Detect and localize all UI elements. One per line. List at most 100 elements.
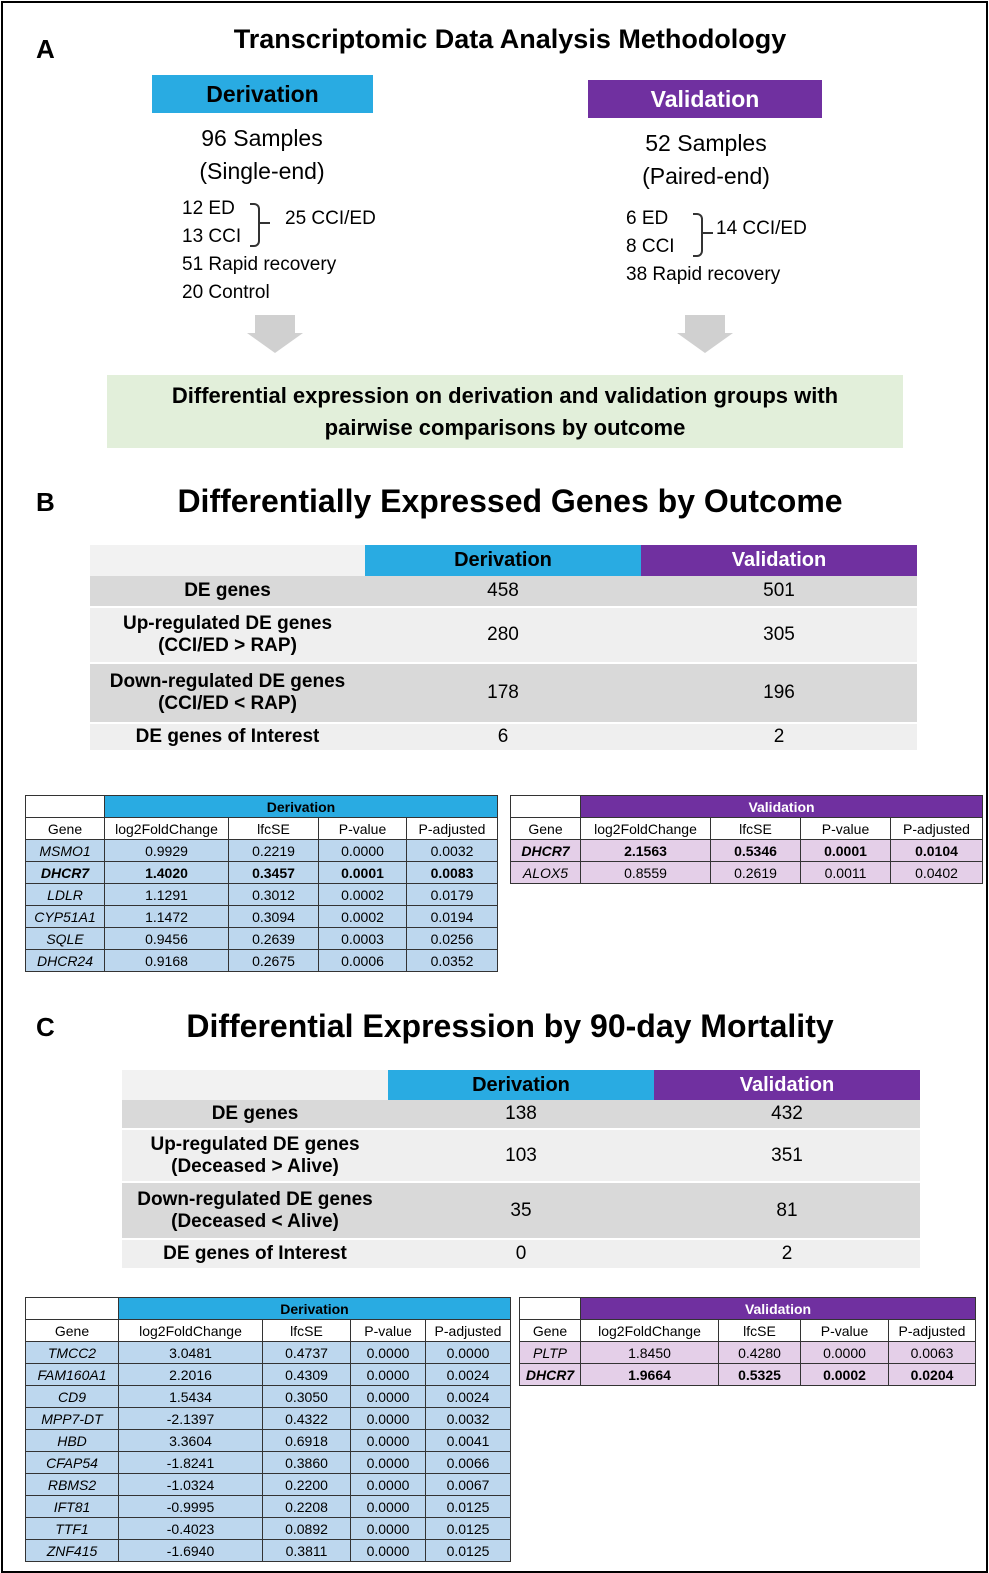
summary-box: Differential expression on derivation an… bbox=[107, 375, 903, 448]
sample-count: 52 Samples bbox=[645, 130, 767, 156]
column-header: lfcSE bbox=[719, 1320, 801, 1342]
cell-value: 0.8559 bbox=[581, 862, 711, 884]
group-count: 51 Rapid recovery bbox=[182, 254, 337, 275]
cell-value: 0.0194 bbox=[407, 906, 498, 928]
cell-value: 0.2219 bbox=[229, 840, 319, 862]
cell-value: 0.0204 bbox=[889, 1364, 976, 1386]
cell-value: 1.4020 bbox=[105, 862, 229, 884]
header-cell bbox=[90, 545, 365, 576]
title: Transcriptomic Data Analysis Methodology bbox=[233, 24, 787, 54]
cell-value: 0.0000 bbox=[351, 1518, 426, 1540]
group-header: Derivation bbox=[105, 796, 498, 818]
sample-type: (Paired-end) bbox=[642, 163, 770, 189]
gene-name: TMCC2 bbox=[26, 1342, 119, 1364]
panel-label: B bbox=[36, 487, 55, 517]
group-count: 8 CCI bbox=[626, 236, 675, 257]
sample-count: 96 Samples bbox=[201, 125, 323, 151]
cell-value: 103 bbox=[388, 1130, 654, 1183]
cell-value: 0.0002 bbox=[801, 1364, 889, 1386]
arrow-head bbox=[677, 333, 733, 353]
cell-value: 0.0003 bbox=[319, 928, 407, 950]
row-label-line: DE genes of Interest bbox=[163, 1243, 347, 1264]
cell-value: 0.0001 bbox=[801, 840, 891, 862]
cell-value: 178 bbox=[365, 664, 641, 724]
cell-value: -0.4023 bbox=[119, 1518, 263, 1540]
group-header: Validation bbox=[588, 80, 822, 118]
row-label-line: DE genes of Interest bbox=[135, 726, 320, 747]
cell-value: 2 bbox=[641, 724, 917, 752]
column-header: Gene bbox=[26, 1320, 119, 1342]
cell-value: 0.3050 bbox=[263, 1386, 351, 1408]
gene-name: ZNF415 bbox=[26, 1540, 119, 1562]
cell-value: 0.0032 bbox=[407, 840, 498, 862]
blank-cell bbox=[520, 1298, 581, 1320]
gene-name: DHCR7 bbox=[26, 862, 105, 884]
gene-table: Derivation Gene log2FoldChange lfcSE P-value… bbox=[25, 795, 498, 972]
gene-name: PLTP bbox=[520, 1342, 581, 1364]
row-label: Up-regulated DE genes (CCI/ED > RAP) bbox=[90, 608, 365, 664]
row-label-line: Down-regulated DE genes bbox=[109, 671, 346, 692]
group-header: Derivation bbox=[119, 1298, 511, 1320]
gene-name: RBMS2 bbox=[26, 1474, 119, 1496]
cell-value: 0.2639 bbox=[229, 928, 319, 950]
cell-value: 1.1291 bbox=[105, 884, 229, 906]
gene-name: CYP51A1 bbox=[26, 906, 105, 928]
column-header: log2FoldChange bbox=[119, 1320, 263, 1342]
cell-value: 458 bbox=[365, 576, 641, 608]
row-label: DE genes bbox=[90, 576, 365, 608]
cell-value: 305 bbox=[641, 608, 917, 664]
arrow bbox=[255, 315, 295, 333]
gene-name: ALOX5 bbox=[511, 862, 581, 884]
cell-value: 0.2619 bbox=[711, 862, 801, 884]
title: Differentially Expressed Genes by Outcom… bbox=[177, 483, 843, 519]
gene-name: HBD bbox=[26, 1430, 119, 1452]
gene-name: DHCR7 bbox=[520, 1364, 581, 1386]
cell-value: 0.0083 bbox=[407, 862, 498, 884]
cell-value: 0.5325 bbox=[719, 1364, 801, 1386]
cell-value: 280 bbox=[365, 608, 641, 664]
arrow bbox=[685, 315, 725, 333]
cell-value: 0.0000 bbox=[351, 1342, 426, 1364]
cell-value: 0.9168 bbox=[105, 950, 229, 972]
cell-value: 0.0256 bbox=[407, 928, 498, 950]
row-label-line: (CCI/ED < RAP) bbox=[158, 693, 297, 714]
cell-value: 196 bbox=[641, 664, 917, 724]
cell-value: 0.0000 bbox=[351, 1408, 426, 1430]
column-header: P-adjusted bbox=[889, 1320, 976, 1342]
sample-type: (Single-end) bbox=[199, 158, 325, 184]
cell-value: 0.0000 bbox=[351, 1386, 426, 1408]
cell-value: 0.3012 bbox=[229, 884, 319, 906]
column-header: lfcSE bbox=[229, 818, 319, 840]
column-header: Derivation bbox=[388, 1070, 654, 1100]
cell-value: 0.0125 bbox=[426, 1518, 511, 1540]
column-header: log2FoldChange bbox=[105, 818, 229, 840]
row-label-line: (CCI/ED > RAP) bbox=[158, 635, 297, 656]
cell-value: 0.0402 bbox=[891, 862, 983, 884]
cell-value: 351 bbox=[654, 1130, 920, 1183]
cell-value: 0.3457 bbox=[229, 862, 319, 884]
row-label-line: Up-regulated DE genes bbox=[150, 1133, 360, 1155]
row-label-line: DE genes bbox=[184, 580, 271, 601]
cell-value: 0.9929 bbox=[105, 840, 229, 862]
column-header: Derivation bbox=[365, 545, 641, 576]
column-header: Gene bbox=[511, 818, 581, 840]
cell-value: 2 bbox=[654, 1240, 920, 1270]
blank-cell bbox=[26, 796, 105, 818]
cell-value: 0.0000 bbox=[351, 1430, 426, 1452]
column-header: P-adjusted bbox=[891, 818, 983, 840]
brace-tick bbox=[703, 232, 713, 234]
cell-value: 0.0002 bbox=[319, 884, 407, 906]
cell-value: 1.8450 bbox=[581, 1342, 719, 1364]
cell-value: -0.9995 bbox=[119, 1496, 263, 1518]
cell-value: 2.1563 bbox=[581, 840, 711, 862]
panel-label: A bbox=[36, 34, 55, 64]
header-cell bbox=[122, 1070, 388, 1100]
column-header: P-value bbox=[801, 1320, 889, 1342]
cell-value: 0.0179 bbox=[407, 884, 498, 906]
cell-value: -1.6940 bbox=[119, 1540, 263, 1562]
column-header: log2FoldChange bbox=[581, 1320, 719, 1342]
group-header: Validation bbox=[581, 796, 983, 818]
column-header: P-value bbox=[319, 818, 407, 840]
row-label-line: DE genes bbox=[211, 1103, 299, 1124]
